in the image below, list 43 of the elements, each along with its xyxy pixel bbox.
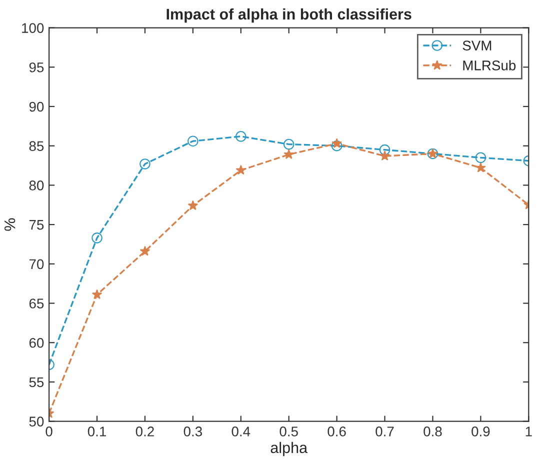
point xyxy=(332,138,342,148)
point xyxy=(379,144,390,156)
point xyxy=(140,158,150,170)
x-axis-title: alpha xyxy=(270,442,308,456)
y-tick-label: 100 xyxy=(22,23,44,33)
y-tick-label: 55 xyxy=(29,377,44,388)
point xyxy=(475,152,486,164)
x-tick-label: 0.3 xyxy=(184,426,202,436)
y-tick-label: 85 xyxy=(29,141,44,152)
y-tick-label: 90 xyxy=(29,102,44,112)
y-tick-label: 75 xyxy=(29,220,44,230)
y-tick-label: 60 xyxy=(29,338,44,348)
x-tick-label: 0.2 xyxy=(136,426,154,436)
y-axis-title: % xyxy=(4,218,16,231)
point xyxy=(284,149,294,159)
point xyxy=(236,131,246,142)
y-tick-label: 80 xyxy=(29,180,44,190)
x-tick-label: 0.4 xyxy=(232,426,250,436)
x-tick-label: 0.9 xyxy=(472,426,490,436)
y-tick-label: 50 xyxy=(29,416,44,426)
y-tick-label: 95 xyxy=(29,62,44,72)
chart-title: Impact of alpha in both classifiers xyxy=(166,8,412,23)
point xyxy=(140,246,150,256)
x-tick-label: 0.6 xyxy=(328,426,346,436)
point xyxy=(188,200,198,210)
point xyxy=(331,140,342,152)
point xyxy=(476,162,486,172)
point xyxy=(92,232,102,244)
x-tick-label: 1 xyxy=(526,426,532,436)
legend-label: MLRSub xyxy=(463,60,516,70)
x-tick-label: 0.8 xyxy=(424,426,442,436)
x-tick-label: 0 xyxy=(46,426,52,436)
y-tick-label: 65 xyxy=(29,298,44,308)
point xyxy=(283,138,294,150)
point xyxy=(380,150,390,161)
x-tick-label: 0.1 xyxy=(88,426,106,436)
legend-label: SVM xyxy=(462,40,492,50)
point xyxy=(236,164,246,175)
x-tick-label: 0.7 xyxy=(376,426,394,436)
x-tick-label: 0.5 xyxy=(280,426,298,436)
point xyxy=(92,289,102,300)
y-tick-label: 70 xyxy=(29,259,44,270)
point xyxy=(188,136,198,147)
